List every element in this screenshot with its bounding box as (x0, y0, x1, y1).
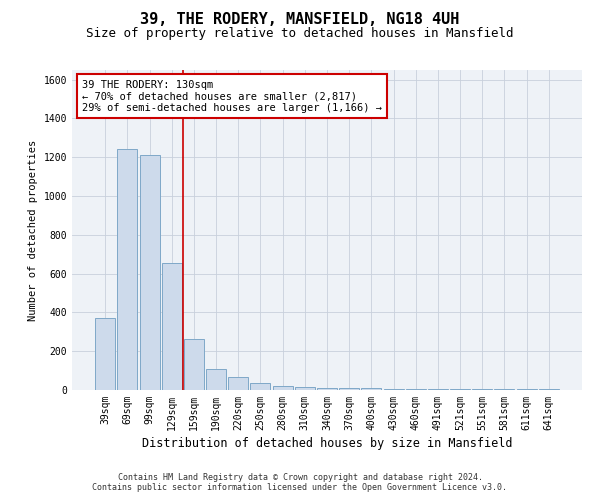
Bar (295, 387, 315, 390)
Bar (184, 338, 204, 390)
Bar (450, 389, 470, 390)
Bar (428, 389, 448, 390)
Bar (361, 388, 382, 390)
Bar (383, 389, 404, 390)
Bar (517, 389, 536, 390)
Bar (272, 386, 293, 390)
Bar (162, 263, 182, 390)
Bar (250, 383, 271, 390)
Bar (140, 156, 160, 390)
Bar (317, 388, 337, 390)
Bar (472, 389, 492, 390)
Bar (118, 148, 137, 390)
Bar (494, 389, 514, 390)
Bar (95, 318, 115, 390)
Y-axis label: Number of detached properties: Number of detached properties (28, 140, 38, 320)
Bar (406, 389, 426, 390)
Bar (228, 378, 248, 390)
Text: 39, THE RODERY, MANSFIELD, NG18 4UH: 39, THE RODERY, MANSFIELD, NG18 4UH (140, 12, 460, 28)
X-axis label: Distribution of detached houses by size in Mansfield: Distribution of detached houses by size … (142, 437, 512, 450)
Bar (539, 389, 559, 390)
Text: Size of property relative to detached houses in Mansfield: Size of property relative to detached ho… (86, 28, 514, 40)
Bar (339, 388, 359, 390)
Text: Contains HM Land Registry data © Crown copyright and database right 2024.
Contai: Contains HM Land Registry data © Crown c… (92, 473, 508, 492)
Bar (206, 368, 226, 390)
Text: 39 THE RODERY: 130sqm
← 70% of detached houses are smaller (2,817)
29% of semi-d: 39 THE RODERY: 130sqm ← 70% of detached … (82, 80, 382, 113)
